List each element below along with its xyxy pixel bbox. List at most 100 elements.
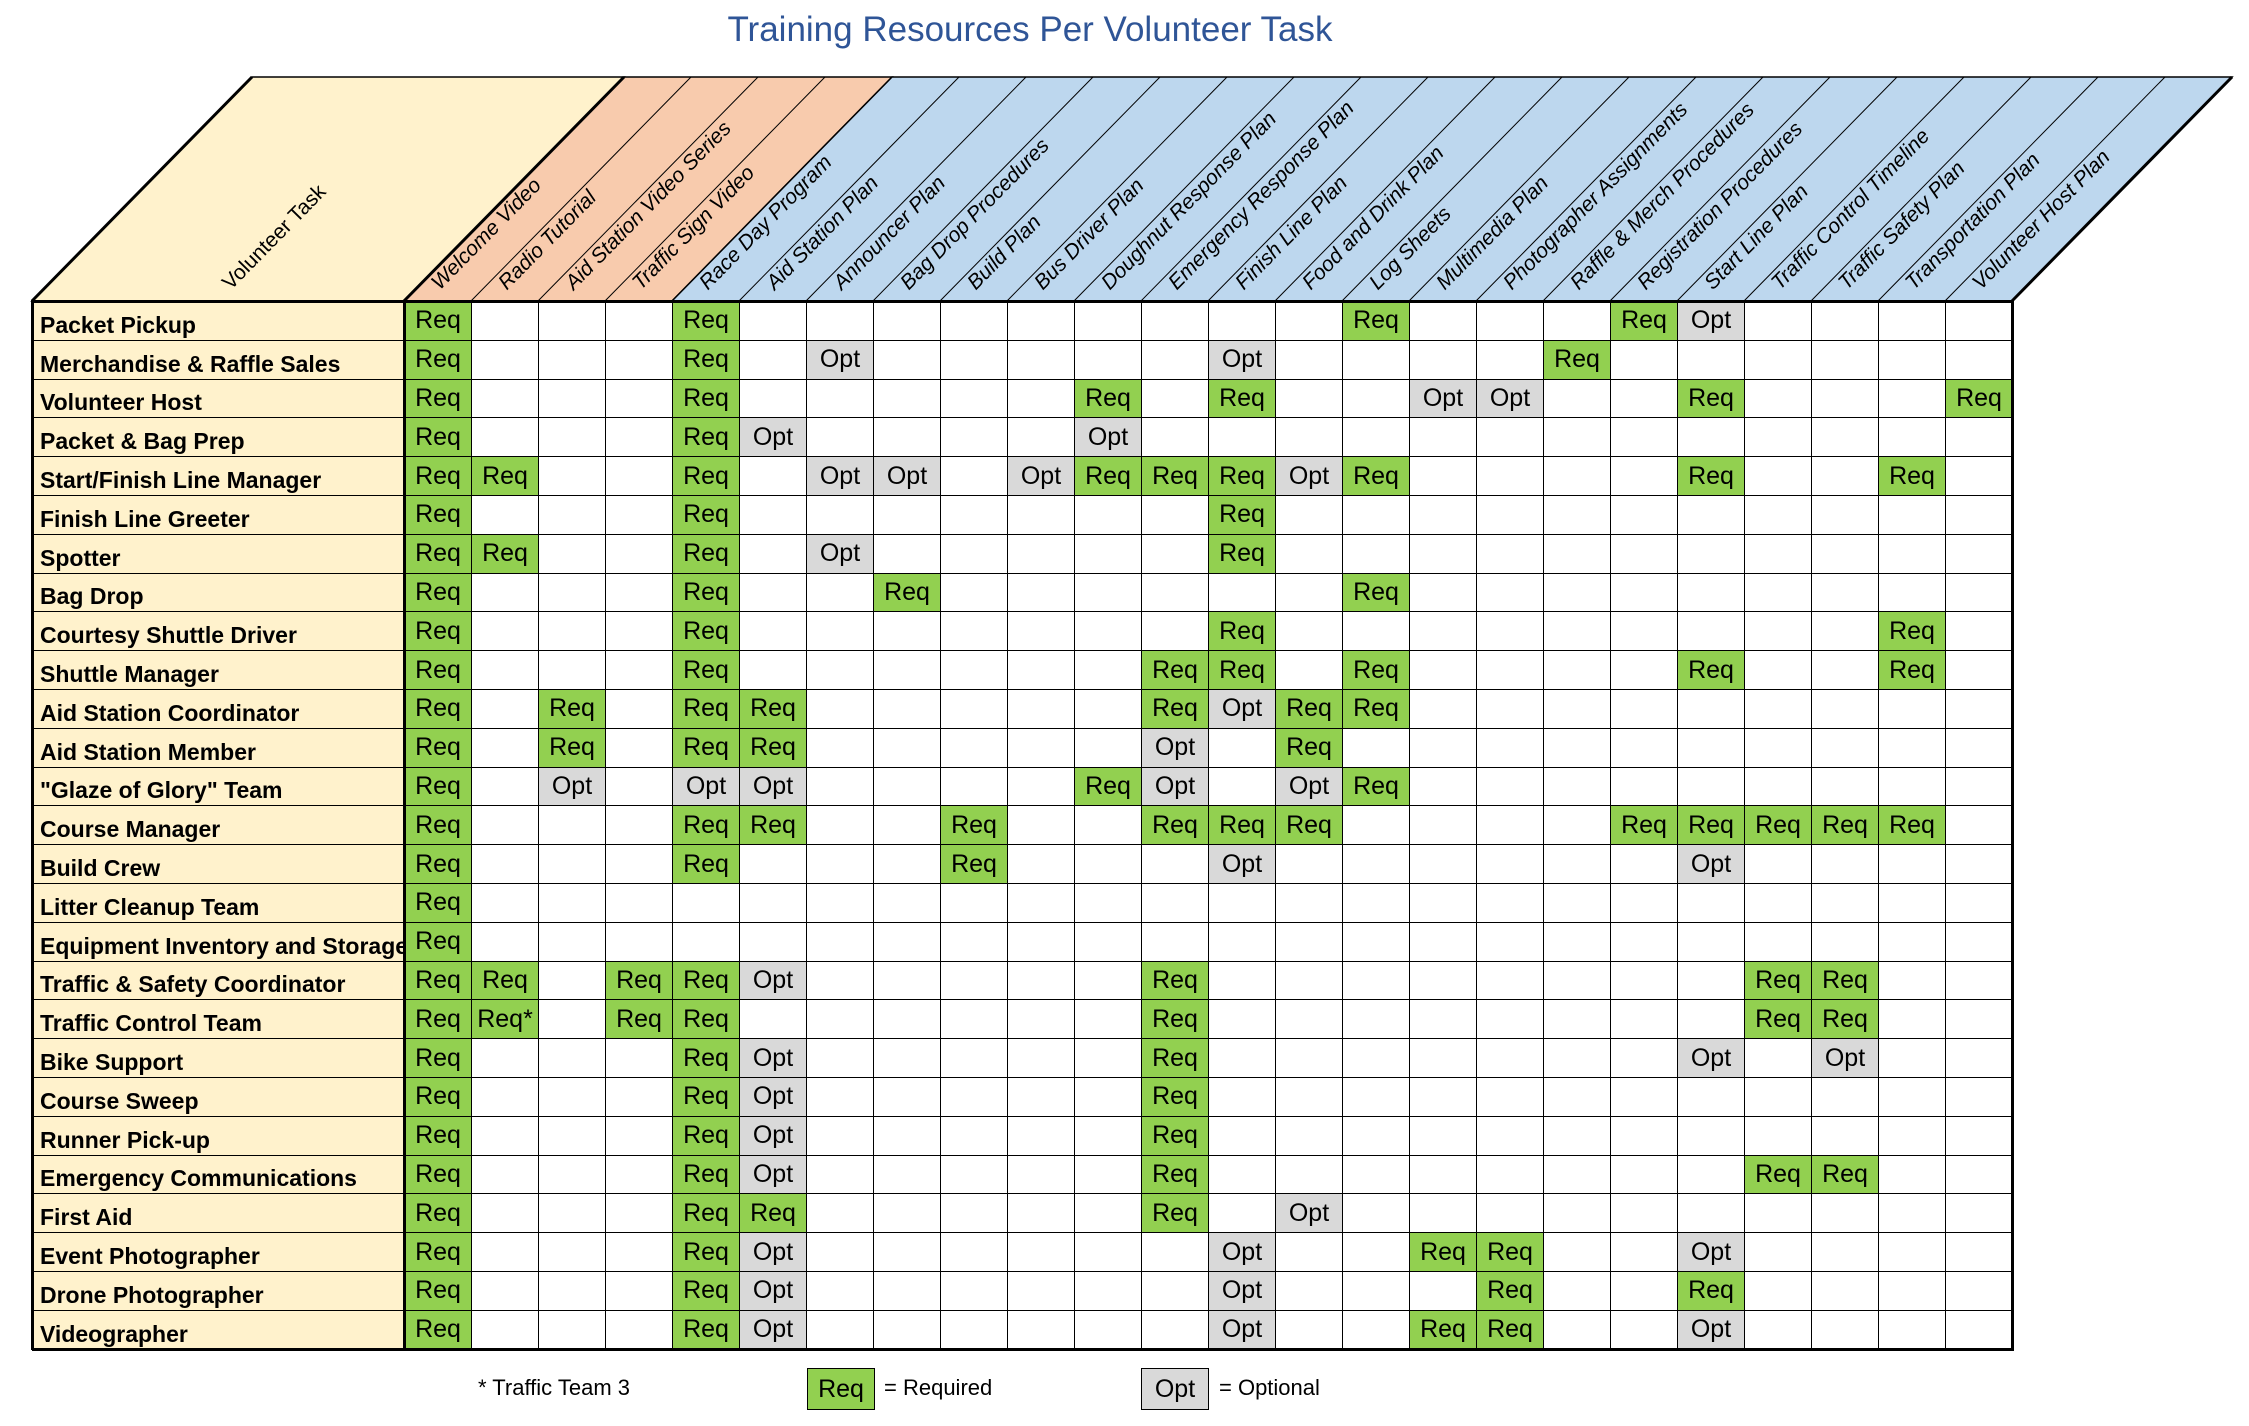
page-title: Training Resources Per Volunteer Task xyxy=(727,10,1333,49)
matrix-cell-empty xyxy=(873,921,941,962)
matrix-cell-empty xyxy=(1945,495,2013,535)
matrix-cell-empty xyxy=(1811,921,1879,962)
matrix-cell-req: Req xyxy=(1811,960,1879,1001)
matrix-cell-empty xyxy=(1677,727,1745,768)
matrix-cell-empty xyxy=(1007,1309,1075,1350)
header-divider xyxy=(1475,76,1697,302)
matrix-cell-req: Req xyxy=(739,689,807,729)
matrix-cell-empty xyxy=(1007,1154,1075,1195)
matrix-cell-empty xyxy=(1409,1115,1477,1156)
matrix-cell-empty xyxy=(1476,456,1544,496)
task-label: Aid Station Member xyxy=(32,727,404,767)
matrix-cell-empty xyxy=(1744,1232,1812,1272)
matrix-cell-opt: Opt xyxy=(1208,1271,1276,1311)
matrix-cell-empty xyxy=(1342,417,1410,458)
header-divider xyxy=(470,76,692,302)
matrix-cell-empty xyxy=(1074,921,1142,962)
matrix-cell-empty xyxy=(1543,1193,1611,1234)
matrix-cell-empty xyxy=(1945,1271,2013,1311)
matrix-cell-empty xyxy=(471,495,539,535)
matrix-cell-req: Req xyxy=(1074,378,1142,419)
task-label: Course Manager xyxy=(32,805,404,845)
matrix-cell-empty xyxy=(1409,1038,1477,1078)
matrix-cell-req: Req xyxy=(404,921,472,962)
matrix-cell-empty xyxy=(1476,572,1544,613)
matrix-cell-empty xyxy=(605,456,673,496)
matrix-cell-empty xyxy=(1141,1309,1209,1350)
matrix-cell-empty xyxy=(1409,960,1477,1001)
matrix-cell-empty xyxy=(1610,1077,1678,1117)
task-label: Spotter xyxy=(32,533,404,573)
header-divider xyxy=(671,76,893,302)
matrix-cell-empty xyxy=(1543,689,1611,729)
matrix-cell-opt: Opt xyxy=(1141,766,1209,807)
matrix-cell-empty xyxy=(1744,611,1812,652)
matrix-cell-empty xyxy=(605,1271,673,1311)
matrix-cell-req: Req xyxy=(1342,301,1410,341)
matrix-cell-empty xyxy=(1945,417,2013,458)
matrix-cell-empty xyxy=(1543,844,1611,884)
matrix-cell-empty xyxy=(538,1193,606,1234)
matrix-cell-empty xyxy=(1945,1309,2013,1350)
matrix-cell-empty xyxy=(806,844,874,884)
matrix-cell-empty xyxy=(1677,1115,1745,1156)
matrix-cell-empty xyxy=(1744,339,1812,380)
matrix-cell-empty xyxy=(806,495,874,535)
matrix-cell-empty xyxy=(806,883,874,923)
matrix-cell-empty xyxy=(1007,495,1075,535)
matrix-cell-empty xyxy=(1074,1115,1142,1156)
matrix-cell-req: Req xyxy=(1208,611,1276,652)
matrix-cell-empty xyxy=(1275,1154,1343,1195)
matrix-cell-req: Req xyxy=(1811,805,1879,846)
matrix-cell-req: Req xyxy=(404,339,472,380)
matrix-cell-req: Req xyxy=(672,1115,740,1156)
matrix-cell-empty xyxy=(1409,417,1477,458)
matrix-cell-req: Req xyxy=(1811,1154,1879,1195)
matrix-cell-empty xyxy=(1409,650,1477,690)
matrix-cell-empty xyxy=(1543,1271,1611,1311)
matrix-cell-empty xyxy=(1744,1193,1812,1234)
matrix-cell-empty xyxy=(538,495,606,535)
matrix-cell-empty xyxy=(1074,611,1142,652)
matrix-cell-empty xyxy=(1610,1271,1678,1311)
matrix-cell-opt: Opt xyxy=(873,456,941,496)
task-label: Traffic Control Team xyxy=(32,999,404,1039)
matrix-cell-empty xyxy=(471,921,539,962)
matrix-cell-empty xyxy=(1074,1309,1142,1350)
matrix-cell-empty xyxy=(1543,495,1611,535)
matrix-cell-empty xyxy=(1610,533,1678,574)
matrix-cell-empty xyxy=(873,999,941,1040)
matrix-cell-empty xyxy=(1945,1038,2013,1078)
matrix-cell-empty xyxy=(1007,844,1075,884)
matrix-cell-empty xyxy=(1811,727,1879,768)
matrix-cell-empty xyxy=(1074,1154,1142,1195)
matrix-cell-empty xyxy=(538,650,606,690)
matrix-cell-req: Req xyxy=(940,805,1008,846)
matrix-cell-req: Req xyxy=(404,805,472,846)
matrix-cell-empty xyxy=(1074,844,1142,884)
matrix-cell-empty xyxy=(1208,960,1276,1001)
matrix-cell-req: Req xyxy=(404,650,472,690)
matrix-cell-empty xyxy=(1811,533,1879,574)
matrix-cell-empty xyxy=(605,689,673,729)
matrix-cell-empty xyxy=(1945,960,2013,1001)
matrix-cell-empty xyxy=(1610,495,1678,535)
matrix-cell-empty xyxy=(1409,999,1477,1040)
matrix-cell-opt: Opt xyxy=(1275,1193,1343,1234)
matrix-cell-empty xyxy=(538,1154,606,1195)
matrix-cell-empty xyxy=(1878,921,1946,962)
matrix-cell-opt: Opt xyxy=(1074,417,1142,458)
matrix-cell-empty xyxy=(806,611,874,652)
matrix-cell-empty xyxy=(1275,1077,1343,1117)
matrix-cell-empty xyxy=(1744,456,1812,496)
matrix-cell-req: Req xyxy=(672,1309,740,1350)
matrix-cell-opt: Opt xyxy=(739,1309,807,1350)
matrix-cell-empty xyxy=(1744,689,1812,729)
matrix-cell-empty xyxy=(1007,805,1075,846)
legend-opt-swatch: Opt xyxy=(1141,1368,1209,1410)
matrix-cell-empty xyxy=(739,611,807,652)
matrix-cell-empty xyxy=(605,572,673,613)
matrix-cell-empty xyxy=(1878,766,1946,807)
matrix-cell-req: Req xyxy=(1878,650,1946,690)
matrix-cell-req: Req xyxy=(404,1193,472,1234)
